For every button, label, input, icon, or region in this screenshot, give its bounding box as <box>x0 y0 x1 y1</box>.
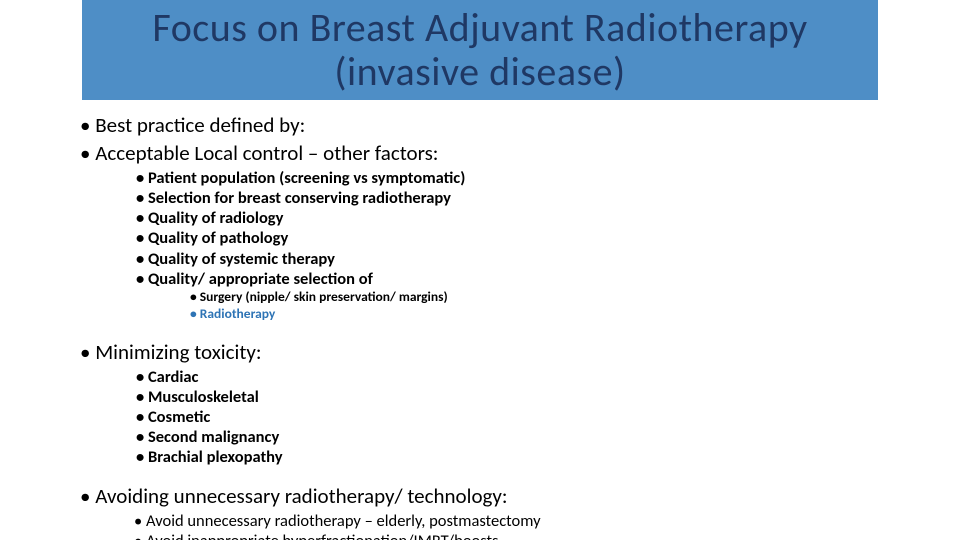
bullet-acceptable: Acceptable Local control – other factors… <box>80 140 902 166</box>
sub-item: Quality of pathology <box>136 228 902 248</box>
sub-item: Patient population (screening vs symptom… <box>136 168 902 188</box>
bullet-avoiding: Avoiding unnecessary radiotherapy/ techn… <box>80 483 902 509</box>
sub-item: Selection for breast conserving radiothe… <box>136 188 902 208</box>
sub-sub-item: Surgery (nipple/ skin preservation/ marg… <box>190 289 902 306</box>
slide-body: Best practice defined by: Acceptable Loc… <box>62 112 902 540</box>
sub-sub-item-accent: Radiotherapy <box>190 306 902 323</box>
sub-item: Avoid inappropriate hyperfractionation/I… <box>134 531 902 540</box>
bullet-best-practice: Best practice defined by: <box>80 112 902 138</box>
sub-item: Quality of radiology <box>136 208 902 228</box>
sub-item: Quality/ appropriate selection of <box>136 269 902 289</box>
title-bar: Focus on Breast Adjuvant Radiotherapy (i… <box>82 0 878 100</box>
bullet-minimizing: Minimizing toxicity: <box>80 339 902 365</box>
sub-item: Cardiac <box>136 367 902 387</box>
slide: Focus on Breast Adjuvant Radiotherapy (i… <box>0 0 960 540</box>
sub-item: Quality of systemic therapy <box>136 249 902 269</box>
sub-item: Second malignancy <box>136 427 902 447</box>
slide-title: Focus on Breast Adjuvant Radiotherapy (i… <box>82 6 878 94</box>
sub-item: Musculoskeletal <box>136 387 902 407</box>
sub-item: Avoid unnecessary radiotherapy – elderly… <box>134 511 902 531</box>
sub-item: Brachial plexopathy <box>136 447 902 467</box>
sub-item: Cosmetic <box>136 407 902 427</box>
